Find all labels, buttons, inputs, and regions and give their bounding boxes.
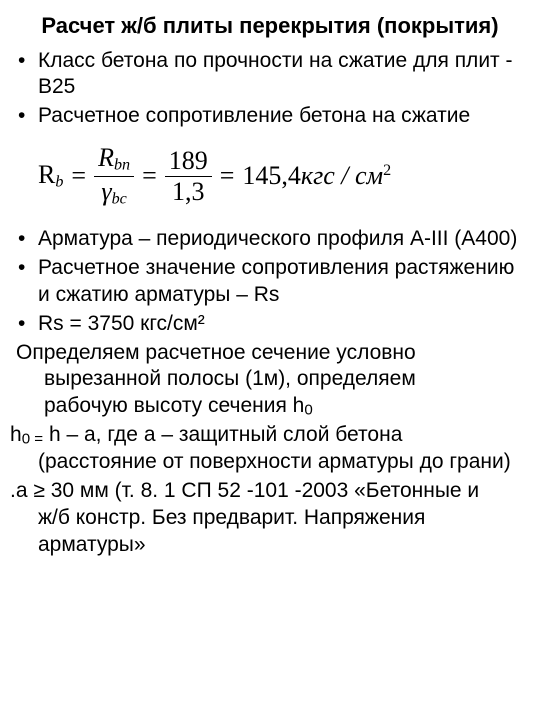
- bullet-rs-intro: Расчетное значение сопротивления растяже…: [10, 255, 530, 309]
- bullet-rebar-type: Арматура – периодического профиля А-III …: [10, 226, 530, 253]
- p3-line2: ж/б констр. Без предварит. Напряжения ар…: [10, 505, 530, 559]
- formula-f1-den-sym: γ: [101, 177, 111, 206]
- formula-f2-den: 1,3: [168, 178, 209, 205]
- bullet-list-1: Класс бетона по прочности на сжатие для …: [10, 48, 530, 131]
- page-title: Расчет ж/б плиты перекрытия (покрытия): [10, 12, 530, 40]
- formula-eq2: =: [142, 161, 157, 191]
- p2-h: h: [10, 423, 22, 446]
- p2-rest: h – a, где a – защитный слой бетона: [43, 423, 402, 446]
- p2-line2: (расстояние от поверхности арматуры до г…: [10, 449, 530, 476]
- para-section-def: Определяем расчетное сечение условно выр…: [10, 340, 530, 421]
- formula-rb: Rb = Rbn γbc = 189 1,3 = 145,4кгс / см2: [38, 144, 530, 208]
- p3-line1: .а ≥ 30 мм (т. 8. 1 СП 52 -101 -2003 «Бе…: [10, 479, 479, 502]
- p1-line1: Определяем расчетное сечение условно: [16, 341, 416, 364]
- formula-lhs-sym: R: [38, 160, 55, 189]
- p2-sub0: 0: [22, 431, 35, 448]
- formula-rhs-sup: 2: [383, 162, 391, 179]
- formula-lhs-sub: b: [55, 174, 63, 191]
- formula-f1-num-sub: bn: [114, 157, 130, 174]
- formula-rhs-val: 145,4: [242, 161, 301, 190]
- bullet-list-2: Арматура – периодического профиля А-III …: [10, 226, 530, 338]
- p2-eq: =: [34, 431, 43, 448]
- slide: Расчет ж/б плиты перекрытия (покрытия) К…: [0, 0, 540, 569]
- formula-frac1: Rbn γbc: [94, 144, 134, 208]
- para-h0: h0 = h – a, где a – защитный слой бетона…: [10, 422, 530, 476]
- formula-f1-num-sym: R: [98, 143, 114, 172]
- para-a-min: .а ≥ 30 мм (т. 8. 1 СП 52 -101 -2003 «Бе…: [10, 478, 530, 559]
- formula-frac2: 189 1,3: [165, 147, 212, 205]
- formula-eq1: =: [71, 161, 86, 191]
- formula-eq3: =: [220, 161, 235, 191]
- bullet-rs-value: Rs = 3750 кгс/см²: [10, 311, 530, 338]
- formula-f1-den-sub: bc: [112, 190, 127, 207]
- bullet-concrete-class: Класс бетона по прочности на сжатие для …: [10, 48, 530, 102]
- formula-f2-num: 189: [165, 147, 212, 174]
- p1-line2: вырезанной полосы (1м), определяем: [44, 367, 416, 390]
- bullet-rb-intro: Расчетное сопротивление бетона на сжатие: [10, 103, 530, 130]
- p1-line3-sub: 0: [304, 402, 312, 419]
- p1-line3: рабочую высоту сечения h: [44, 394, 304, 417]
- formula-rhs-unit: кгс / см: [301, 161, 383, 190]
